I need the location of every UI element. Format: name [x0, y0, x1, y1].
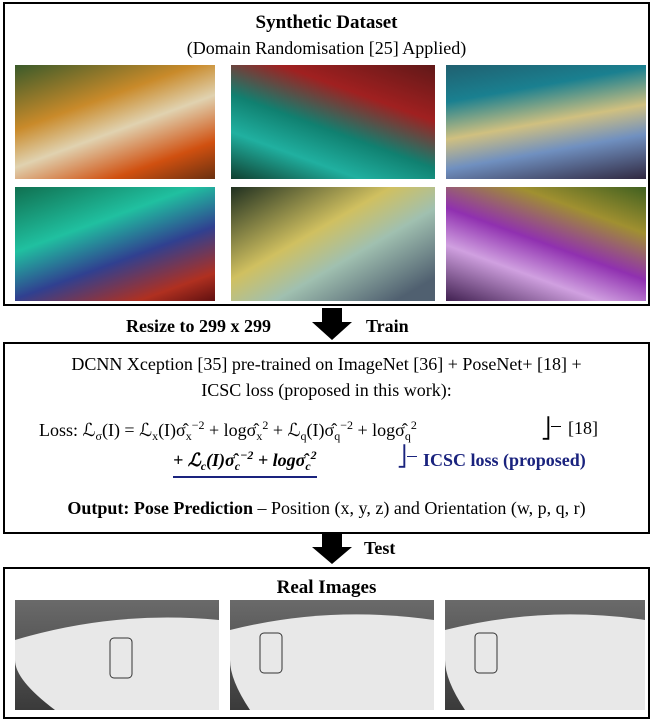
formula-base: + logσ̂: [353, 420, 405, 440]
icsc-note: ICSC loss (proposed): [423, 450, 586, 471]
formula-base: (I)σ̂: [307, 420, 335, 440]
panel-title: Synthetic Dataset: [5, 12, 648, 34]
output-text: – Position (x, y, z) and Orientation (w,…: [253, 498, 586, 518]
output-label: Output: Pose Prediction: [67, 498, 253, 518]
formula-base: + ℒ: [268, 420, 300, 440]
panel-subtitle: (Domain Randomisation [25] Applied): [5, 38, 648, 59]
formula-sup: −2: [340, 418, 353, 432]
formula-sup: 2: [311, 448, 317, 462]
formula-sup: −2: [240, 448, 253, 462]
synthetic-image: [231, 65, 435, 179]
output-line: Output: Pose Prediction – Position (x, y…: [5, 498, 648, 519]
real-image: [445, 600, 645, 710]
real-image: [15, 600, 219, 710]
formula-base: ℒ: [83, 420, 96, 440]
real-images: [15, 600, 645, 710]
bracket: ⎦: [397, 444, 407, 469]
synthetic-image: [231, 187, 435, 301]
bracket: ⎦: [541, 416, 551, 441]
formula-base: (I) = ℒ: [102, 420, 152, 440]
model-text: DCNN Xception [35] pre-trained on ImageN…: [5, 354, 648, 375]
loss-label: Loss:: [39, 420, 78, 440]
synthetic-image: [446, 65, 646, 179]
synthetic-image: [446, 187, 646, 301]
real-panel: Real Images: [3, 567, 650, 719]
model-panel: DCNN Xception [35] pre-trained on ImageN…: [3, 342, 650, 534]
page: Synthetic Dataset (Domain Randomisation …: [0, 0, 653, 721]
formula-sup: −2: [192, 418, 205, 432]
formula-base: + logσ̂: [205, 420, 257, 440]
synthetic-image: [15, 65, 215, 179]
synthetic-image: [15, 187, 215, 301]
reference: [18]: [568, 418, 598, 439]
step-label: Resize to 299 x 299: [126, 316, 271, 337]
step-label: Train: [366, 316, 409, 337]
step-label: Test: [364, 538, 395, 559]
formula-base: (I)σ̂: [158, 420, 186, 440]
real-image: [230, 600, 434, 710]
bracket-tick: [407, 456, 417, 457]
down-arrow: [312, 534, 352, 564]
panel-title: Real Images: [5, 577, 648, 599]
model-text: ICSC loss (proposed in this work):: [5, 380, 648, 401]
formula-base: + logσ̂: [253, 450, 305, 470]
formula-sup: 2: [411, 418, 417, 432]
formula-base: + ℒ: [173, 450, 201, 470]
loss-formula: ℒσ(I) = ℒx(I)σ̂x−2 + logσ̂x2 + ℒq(I)σ̂q−…: [83, 420, 417, 440]
synthetic-panel: Synthetic Dataset (Domain Randomisation …: [3, 2, 650, 306]
bracket-tick: [551, 426, 561, 427]
formula-base: (I)σ̂: [206, 450, 235, 470]
icsc-formula: + ℒc(I)σ̂c−2 + logσ̂c2: [173, 448, 317, 478]
down-arrow: [312, 308, 352, 340]
